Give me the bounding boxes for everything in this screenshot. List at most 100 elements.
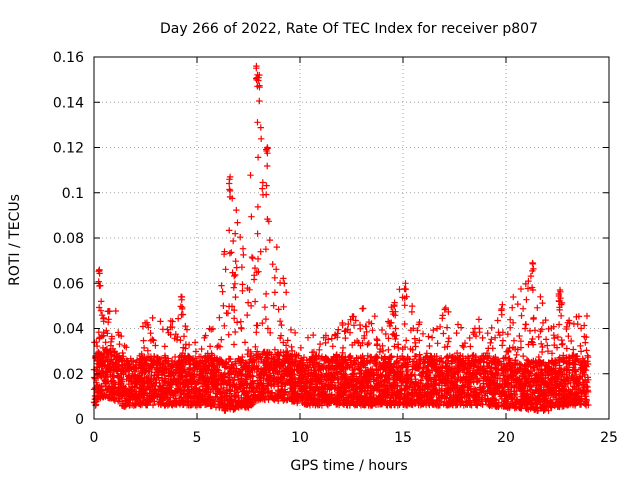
data-point xyxy=(269,389,276,397)
data-point xyxy=(583,312,591,320)
data-point xyxy=(244,311,251,319)
data-point xyxy=(378,400,385,408)
data-point xyxy=(287,326,295,333)
data-point xyxy=(273,243,280,251)
data-point xyxy=(231,306,238,314)
data-point xyxy=(373,383,381,390)
data-point xyxy=(481,392,488,399)
data-point xyxy=(571,390,579,397)
data-point xyxy=(459,360,466,368)
data-point xyxy=(196,372,203,379)
data-point xyxy=(103,391,110,398)
data-point xyxy=(212,366,220,374)
data-point xyxy=(254,119,261,126)
data-point xyxy=(98,298,105,305)
data-point xyxy=(313,380,320,388)
data-point xyxy=(226,227,233,234)
data-point xyxy=(280,339,287,346)
data-point xyxy=(283,289,290,296)
data-point xyxy=(165,329,172,336)
data-point xyxy=(450,369,457,376)
data-point xyxy=(368,320,375,327)
data-point xyxy=(325,336,332,343)
data-point xyxy=(170,400,177,408)
data-point xyxy=(100,354,107,361)
data-point xyxy=(277,363,284,370)
data-point xyxy=(244,299,252,306)
data-points xyxy=(90,62,592,414)
data-point xyxy=(360,362,367,369)
data-point xyxy=(182,383,189,391)
data-point xyxy=(466,383,473,390)
data-point xyxy=(271,289,279,296)
data-point xyxy=(281,280,288,287)
data-point xyxy=(570,320,578,328)
data-point xyxy=(487,339,494,347)
data-point xyxy=(238,372,245,379)
data-point xyxy=(350,313,357,320)
data-point xyxy=(329,343,336,350)
data-point xyxy=(303,356,310,364)
data-point xyxy=(561,391,568,398)
data-point xyxy=(182,394,189,401)
data-point xyxy=(100,315,107,322)
data-point xyxy=(542,374,549,381)
data-point xyxy=(229,269,236,276)
data-point xyxy=(409,393,416,401)
data-point xyxy=(418,397,426,405)
data-point xyxy=(278,321,285,329)
data-point xyxy=(316,346,323,353)
data-point xyxy=(476,391,483,399)
data-point xyxy=(474,402,481,409)
data-point xyxy=(509,304,516,311)
data-point xyxy=(229,376,236,384)
data-point xyxy=(260,366,267,374)
data-point xyxy=(322,339,329,347)
data-point xyxy=(177,391,184,398)
data-point xyxy=(251,298,259,305)
data-point xyxy=(261,304,269,311)
data-point xyxy=(393,332,400,339)
data-point xyxy=(339,321,346,329)
data-point xyxy=(262,358,270,365)
data-point xyxy=(143,319,151,326)
data-point xyxy=(350,381,357,389)
data-point xyxy=(399,355,407,362)
data-point xyxy=(504,330,511,338)
data-point xyxy=(488,402,496,409)
data-point xyxy=(472,332,480,340)
data-point xyxy=(484,383,491,391)
data-point xyxy=(253,354,260,361)
data-point xyxy=(232,258,239,265)
data-point xyxy=(281,357,289,365)
data-point xyxy=(338,371,345,378)
data-point xyxy=(403,337,410,344)
data-point xyxy=(182,322,189,330)
data-point xyxy=(373,342,381,349)
data-point xyxy=(445,335,453,342)
data-point xyxy=(407,398,414,405)
data-point xyxy=(538,371,545,378)
data-point xyxy=(257,124,264,131)
data-point xyxy=(535,333,542,341)
data-point xyxy=(112,381,119,388)
data-point xyxy=(369,327,376,334)
data-point xyxy=(453,329,460,337)
data-point xyxy=(444,402,451,409)
data-point xyxy=(220,302,227,309)
data-point xyxy=(177,337,184,344)
data-point xyxy=(335,326,342,333)
data-point xyxy=(243,360,250,368)
data-point xyxy=(148,381,155,388)
data-point xyxy=(570,364,577,371)
data-point xyxy=(225,355,232,362)
data-point xyxy=(465,379,473,386)
data-point xyxy=(342,334,349,342)
data-point xyxy=(491,385,498,392)
data-point xyxy=(357,370,364,378)
data-point xyxy=(147,330,154,337)
data-point xyxy=(533,396,540,403)
data-point xyxy=(123,392,130,399)
data-point xyxy=(138,352,145,360)
data-point xyxy=(439,392,446,400)
